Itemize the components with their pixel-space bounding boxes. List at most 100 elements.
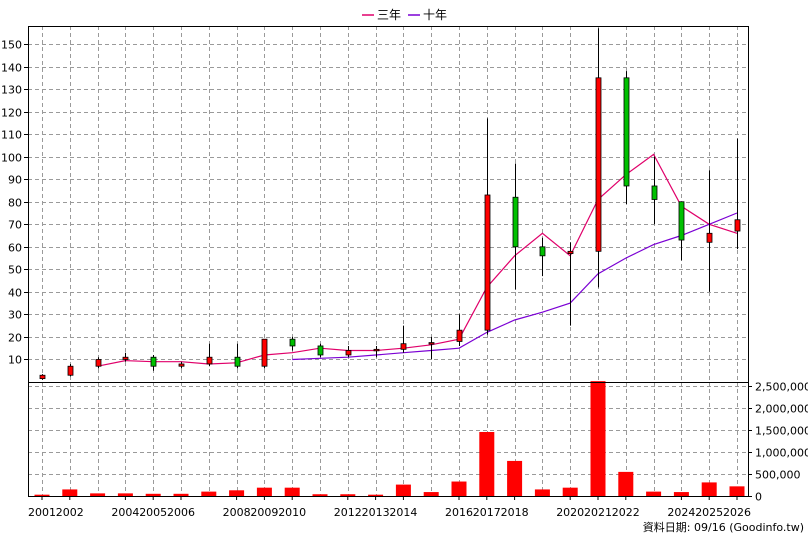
volume-y-tick-label: 2,500,000: [755, 381, 808, 394]
price-y-axis: 10 20 30 40 50 60 70 80 90 100 110 120 130 140 150: [1, 39, 28, 367]
x-tick-label: 2002: [56, 506, 84, 519]
candlesticks: [39, 28, 741, 380]
volume-bar: [618, 471, 634, 496]
candle-body: [95, 359, 102, 367]
ma-line-ten-year: [292, 212, 738, 361]
x-tick-label: 2013: [362, 506, 390, 519]
candle-body: [678, 201, 685, 241]
price-y-tick-label: 120: [1, 107, 22, 120]
x-tick-label: 2024: [667, 506, 695, 519]
candle-body: [261, 338, 268, 367]
x-axis: 2001 2002 2004 2005 2006 2008 2009 2010 2012 2013…: [28, 496, 751, 519]
legend-label-three-year: 三年: [377, 8, 401, 22]
volume-bar: [395, 484, 411, 496]
price-y-tick-label: 60: [8, 242, 22, 255]
volume-bar: [256, 487, 272, 496]
volume-bar: [201, 491, 217, 496]
price-y-tick-label: 110: [1, 129, 22, 142]
x-tick-label: 2012: [334, 506, 362, 519]
price-y-tick-label: 130: [1, 84, 22, 97]
candle-body: [178, 363, 185, 367]
volume-y-tick-label: 500,000: [755, 469, 801, 482]
x-tick-label: 2016: [445, 506, 473, 519]
candle-body: [512, 196, 519, 248]
x-tick-label: 2014: [389, 506, 417, 519]
volume-bar: [646, 491, 662, 496]
candle-body: [122, 356, 129, 360]
price-y-tick-label: 70: [8, 219, 22, 232]
volume-bar: [673, 492, 689, 496]
volume-bar: [534, 489, 550, 496]
price-y-tick-label: 10: [8, 354, 22, 367]
volume-panel-frame: [28, 382, 749, 497]
candle-body: [623, 77, 630, 187]
volume-y-axis: 0 500,000 1,000,000 1,500,000 2,000,000 2,500…: [748, 381, 808, 504]
volume-bar: [562, 487, 578, 496]
candle-body: [595, 77, 602, 252]
volume-bar: [312, 494, 328, 496]
volume-y-tick-label: 0: [755, 491, 762, 504]
x-tick-label: 2020: [556, 506, 584, 519]
volume-bar: [90, 493, 106, 496]
candle-body: [373, 348, 380, 352]
volume-bar: [590, 381, 606, 496]
volume-y-tick-label: 1,000,000: [755, 447, 808, 460]
candle-body: [206, 356, 213, 365]
volume-bar: [729, 486, 745, 496]
price-panel-grid: [28, 26, 748, 382]
x-tick-label: 2001: [28, 506, 56, 519]
candle-body: [67, 365, 74, 376]
price-y-tick-label: 150: [1, 39, 22, 52]
volume-bar: [117, 493, 133, 496]
x-tick-label: 2018: [501, 506, 529, 519]
candle-body: [150, 356, 157, 367]
price-y-tick-label: 20: [8, 332, 22, 345]
x-tick-label: 2005: [139, 506, 167, 519]
volume-bar: [229, 490, 245, 496]
volume-bar: [479, 431, 495, 496]
volume-panel-grid: [28, 382, 748, 496]
price-y-tick-label: 50: [8, 264, 22, 277]
x-tick-label: 2009: [250, 506, 278, 519]
candle-body: [345, 350, 352, 356]
candle-body: [734, 219, 741, 232]
volume-bar: [62, 489, 78, 496]
candle-body: [567, 250, 574, 254]
candle-body: [400, 343, 407, 350]
candle-body: [428, 342, 435, 345]
volume-bar: [701, 482, 717, 496]
source-note: 資料日期: 09/16 (Goodinfo.tw): [643, 520, 804, 534]
volume-bars: [34, 381, 745, 496]
candle-body: [39, 374, 46, 380]
candle-body: [484, 194, 491, 331]
price-y-tick-label: 90: [8, 174, 22, 187]
candle-body: [317, 345, 324, 356]
price-y-tick-label: 40: [8, 287, 22, 300]
volume-bar: [145, 493, 161, 496]
x-tick-label: 2026: [723, 506, 751, 519]
volume-y-tick-label: 2,000,000: [755, 403, 808, 416]
candle-body: [539, 246, 546, 257]
candle-body: [456, 329, 463, 342]
price-panel-frame: [28, 26, 749, 383]
candle-body: [706, 232, 713, 243]
ma-line-three-year: [97, 153, 738, 367]
legend: 三年 十年: [362, 8, 447, 22]
x-tick-label: 2017: [473, 506, 501, 519]
volume-bar: [284, 487, 300, 496]
price-y-tick-label: 100: [1, 152, 22, 165]
x-tick-label: 2004: [111, 506, 139, 519]
volume-bar: [368, 494, 384, 496]
price-y-tick-label: 80: [8, 197, 22, 210]
volume-y-tick-label: 1,500,000: [755, 425, 808, 438]
volume-bar: [507, 460, 523, 496]
candle-body: [651, 185, 658, 200]
candle-body: [234, 356, 241, 367]
price-y-tick-label: 140: [1, 62, 22, 75]
price-y-tick-label: 30: [8, 309, 22, 322]
x-tick-label: 2006: [167, 506, 195, 519]
volume-bar: [340, 494, 356, 496]
volume-bar: [423, 492, 439, 496]
volume-bar: [173, 493, 189, 496]
